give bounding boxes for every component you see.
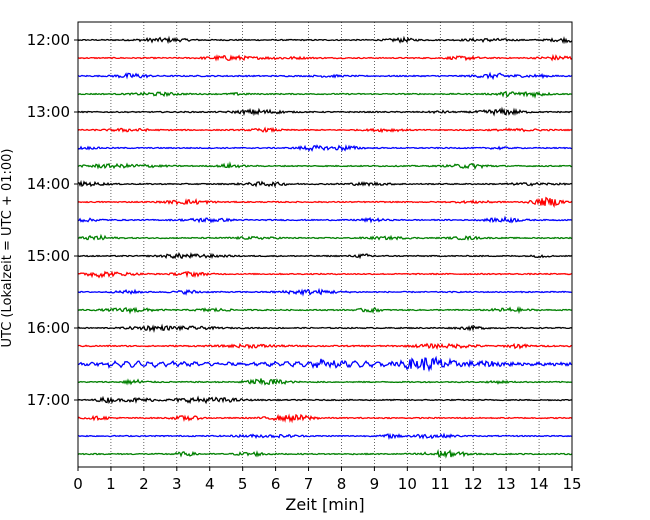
x-tick-label: 9: [370, 475, 380, 493]
seismogram-trace: [77, 196, 573, 208]
x-axis-label: Zeit [min]: [285, 495, 364, 514]
x-tick-label: 15: [562, 475, 581, 493]
seismogram-trace: [77, 161, 573, 171]
seismogram-trace: [77, 233, 573, 242]
seismogram-trace: [77, 215, 573, 224]
x-tick-label: 4: [205, 475, 215, 493]
seismogram-trace: [77, 432, 573, 440]
seismogram-trace: [77, 306, 573, 315]
seismogram-trace: [77, 395, 573, 405]
x-tick-label: 5: [238, 475, 248, 493]
y-tick-label: 15:00: [27, 247, 70, 265]
x-tick-label: 13: [497, 475, 516, 493]
x-tick-label: 12: [464, 475, 483, 493]
seismogram-trace: [77, 270, 573, 279]
trace-layer: [77, 35, 573, 459]
x-axis-ticks: 0 1 2 3 4 5 6 7 8 9 10 11 12 13 14 15: [73, 467, 582, 493]
x-tick-label: 2: [139, 475, 149, 493]
y-tick-label: 16:00: [27, 319, 70, 337]
x-tick-label: 3: [172, 475, 182, 493]
x-tick-label: 10: [398, 475, 417, 493]
seismogram-trace: [77, 179, 573, 188]
y-tick-label: 14:00: [27, 175, 70, 193]
y-tick-label: 12:00: [27, 31, 70, 49]
y-axis-ticks: 12:00 13:00 14:00 15:00 16:00 17:00: [27, 31, 78, 409]
seismogram-trace: [77, 90, 573, 99]
seismogram-trace: [77, 71, 573, 81]
seismogram-trace: [77, 355, 573, 373]
seismogram-trace: [77, 106, 573, 117]
x-tick-label: 0: [73, 475, 83, 493]
x-tick-label: 7: [304, 475, 314, 493]
seismogram-trace: [77, 53, 573, 62]
grid-layer: [110, 22, 540, 467]
x-tick-label: 6: [271, 475, 281, 493]
seismogram-trace: [77, 342, 573, 350]
seismogram-trace: [77, 413, 573, 424]
seismogram-trace: [77, 126, 573, 134]
y-tick-label: 13:00: [27, 103, 70, 121]
x-tick-label: 1: [106, 475, 116, 493]
x-tick-label: 11: [431, 475, 450, 493]
y-axis-label: UTC (Lokalzeit = UTC + 01:00): [0, 149, 15, 348]
seismogram-trace: [77, 144, 572, 153]
x-tick-label: 8: [337, 475, 347, 493]
x-tick-label: 14: [530, 475, 549, 493]
seismogram-trace: [77, 323, 573, 333]
seismogram-trace: [77, 287, 573, 297]
plot-frame: [77, 21, 573, 468]
seismogram-trace: [77, 251, 573, 260]
seismogram-trace: [77, 378, 573, 386]
seismogram-trace: [77, 35, 573, 45]
seismogram-trace: [77, 448, 573, 459]
y-tick-label: 17:00: [27, 391, 70, 409]
